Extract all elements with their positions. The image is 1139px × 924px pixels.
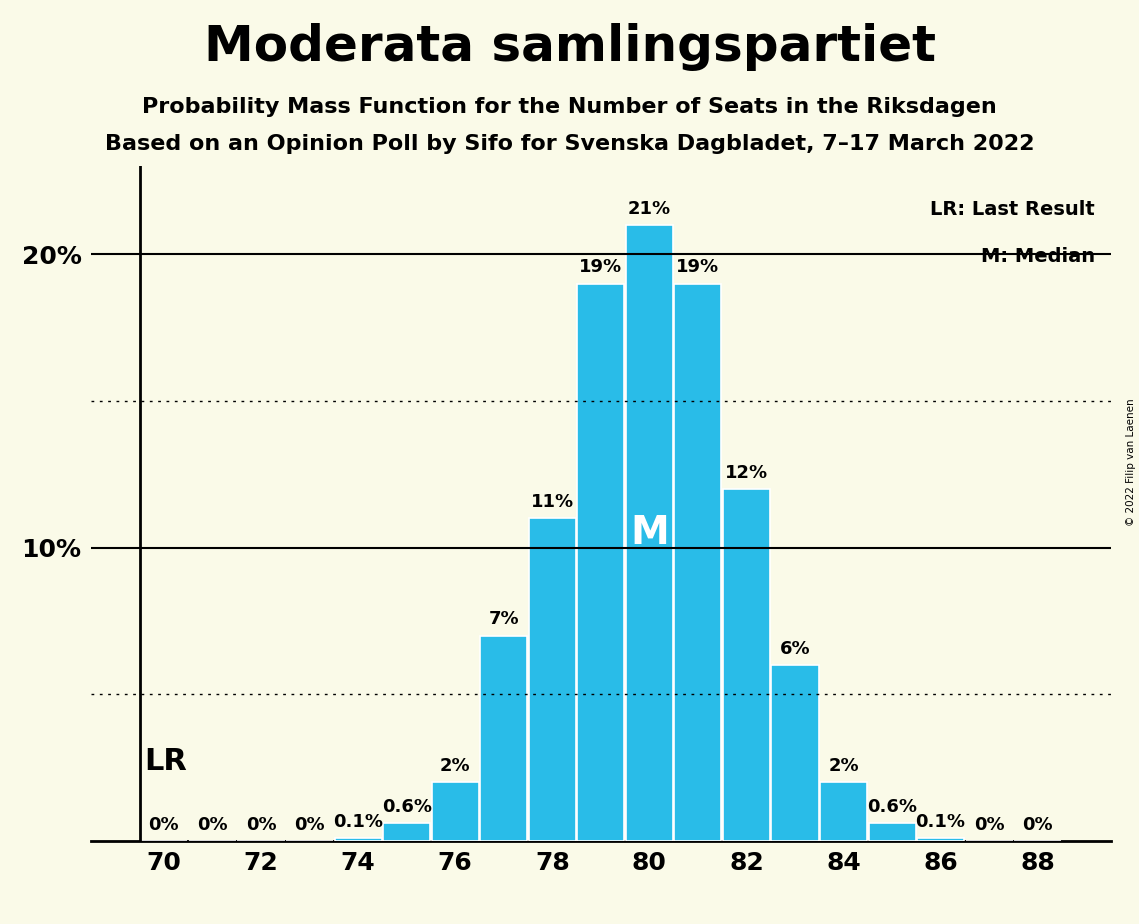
- Text: LR: LR: [145, 747, 188, 776]
- Text: 7%: 7%: [489, 610, 519, 628]
- Text: 0%: 0%: [197, 816, 228, 833]
- Text: 19%: 19%: [677, 259, 720, 276]
- Text: 0.6%: 0.6%: [867, 798, 917, 816]
- Bar: [674, 284, 721, 841]
- Text: M: Median: M: Median: [981, 248, 1096, 266]
- Text: M: M: [630, 514, 669, 552]
- Text: 2%: 2%: [440, 757, 470, 775]
- Text: 6%: 6%: [780, 639, 810, 658]
- Text: 12%: 12%: [724, 464, 768, 481]
- Text: 0%: 0%: [148, 816, 179, 833]
- Bar: [917, 838, 965, 841]
- Bar: [528, 518, 576, 841]
- Text: 0.1%: 0.1%: [916, 812, 966, 831]
- Text: Based on an Opinion Poll by Sifo for Svenska Dagbladet, 7–17 March 2022: Based on an Opinion Poll by Sifo for Sve…: [105, 134, 1034, 154]
- Text: 2%: 2%: [828, 757, 859, 775]
- Text: 0%: 0%: [294, 816, 325, 833]
- Bar: [723, 489, 770, 841]
- Text: 0.6%: 0.6%: [382, 798, 432, 816]
- Bar: [577, 284, 624, 841]
- Bar: [625, 225, 673, 841]
- Text: LR: Last Result: LR: Last Result: [931, 201, 1096, 219]
- Text: 19%: 19%: [580, 259, 622, 276]
- Bar: [771, 665, 819, 841]
- Text: Probability Mass Function for the Number of Seats in the Riksdagen: Probability Mass Function for the Number…: [142, 97, 997, 117]
- Bar: [432, 783, 478, 841]
- Bar: [481, 636, 527, 841]
- Text: 11%: 11%: [531, 492, 574, 511]
- Bar: [383, 823, 431, 841]
- Bar: [335, 838, 382, 841]
- Bar: [869, 823, 916, 841]
- Text: 0%: 0%: [1023, 816, 1054, 833]
- Text: 0%: 0%: [246, 816, 277, 833]
- Text: © 2022 Filip van Laenen: © 2022 Filip van Laenen: [1126, 398, 1136, 526]
- Text: Moderata samlingspartiet: Moderata samlingspartiet: [204, 23, 935, 71]
- Text: 0%: 0%: [974, 816, 1005, 833]
- Text: 21%: 21%: [628, 200, 671, 218]
- Text: 0.1%: 0.1%: [333, 812, 383, 831]
- Bar: [820, 783, 867, 841]
